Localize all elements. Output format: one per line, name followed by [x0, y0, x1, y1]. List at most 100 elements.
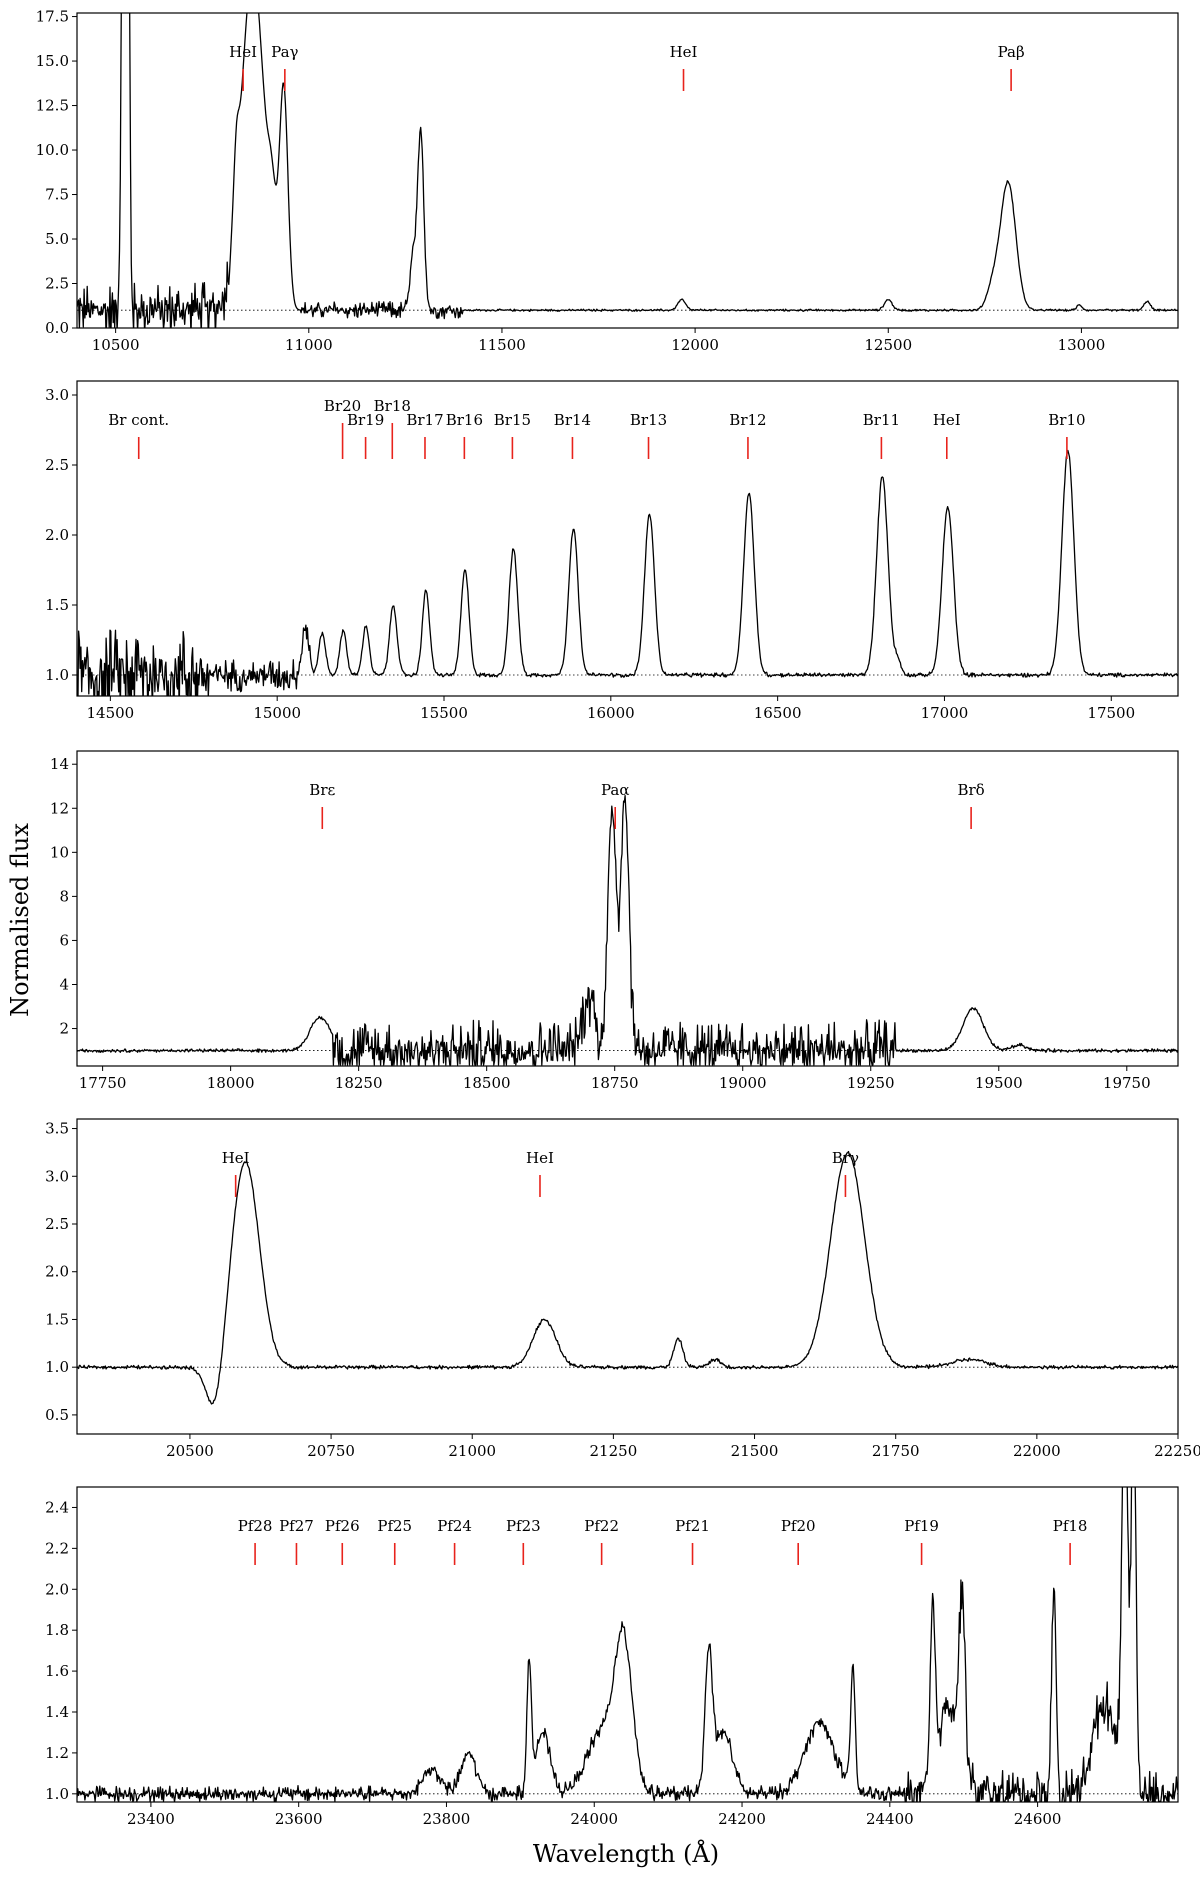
- y-tick-label: 15.0: [36, 52, 69, 70]
- line-label: Pf22: [584, 1517, 619, 1535]
- x-tick-label: 10500: [92, 336, 140, 354]
- y-tick-label: 2.4: [45, 1498, 69, 1516]
- line-label: HeI: [670, 43, 698, 61]
- x-tick-label: 24600: [1014, 1810, 1062, 1828]
- y-tick-label: 1.4: [45, 1703, 69, 1721]
- line-label: HeI: [229, 43, 257, 61]
- plot-frame: [76, 12, 1179, 329]
- line-label: Paβ: [998, 43, 1025, 61]
- line-label: Pf19: [904, 1517, 939, 1535]
- x-tick-label: 18250: [335, 1074, 383, 1092]
- y-tick-label: 5.0: [45, 230, 69, 248]
- x-tick-label: 21250: [590, 1442, 638, 1460]
- line-label: Brγ: [832, 1149, 859, 1167]
- x-tick-label: 14500: [87, 704, 135, 722]
- line-label: Pf21: [675, 1517, 710, 1535]
- x-tick-label: 21500: [731, 1442, 779, 1460]
- line-label: Br15: [494, 411, 531, 429]
- y-tick-label: 3.0: [45, 386, 69, 404]
- line-label: Pf26: [325, 1517, 360, 1535]
- y-tick-label: 1.0: [45, 1785, 69, 1803]
- plot-frame: [76, 1118, 1179, 1435]
- line-label: Br16: [446, 411, 483, 429]
- line-label: Pf18: [1053, 1517, 1088, 1535]
- x-tick-label: 19250: [847, 1074, 895, 1092]
- spectrum-line: [77, 1150, 1178, 1405]
- line-label: Br18: [374, 397, 411, 415]
- line-label: Pf23: [506, 1517, 541, 1535]
- y-tick-label: 6: [59, 931, 69, 949]
- y-tick-label: 1.5: [45, 596, 69, 614]
- y-tick-label: 10.0: [36, 141, 69, 159]
- line-label: Br10: [1048, 411, 1085, 429]
- y-tick-label: 1.8: [45, 1621, 69, 1639]
- spectrum-line: [77, 13, 1178, 328]
- x-tick-label: 17000: [921, 704, 969, 722]
- line-label: Br20: [324, 397, 361, 415]
- panel-3: Brε Paα Brδ 17750 18000 18250 18500 18750 19000 1…: [50, 750, 1179, 1092]
- y-tick-label: 1.2: [45, 1744, 69, 1762]
- y-tick-label: 12.5: [36, 97, 69, 115]
- x-tick-label: 19750: [1103, 1074, 1151, 1092]
- y-axis-label: Normalised flux: [6, 823, 34, 1017]
- x-tick-label: 18500: [463, 1074, 511, 1092]
- line-label: Br19: [347, 411, 384, 429]
- line-label: Br13: [630, 411, 667, 429]
- y-tick-label: 3.5: [45, 1120, 69, 1138]
- x-axis-label: Wavelength (Å): [533, 1839, 719, 1868]
- y-tick-label: 7.5: [45, 186, 69, 204]
- y-tick-label: 8: [59, 887, 69, 905]
- x-tick-label: 15000: [253, 704, 301, 722]
- plot-frame: [76, 380, 1179, 697]
- y-tick-label: 2.2: [45, 1539, 69, 1557]
- x-tick-label: 24000: [570, 1810, 618, 1828]
- x-tick-label: 12500: [864, 336, 912, 354]
- line-label: Pf24: [437, 1517, 472, 1535]
- line-label: Brδ: [957, 781, 984, 799]
- spectrum-line: [77, 794, 1178, 1066]
- y-tick-label: 1.6: [45, 1662, 69, 1680]
- x-tick-label: 16000: [587, 704, 635, 722]
- line-label: Pf27: [279, 1517, 314, 1535]
- plot-frame: [76, 1486, 1179, 1803]
- x-tick-label: 21000: [448, 1442, 496, 1460]
- y-tick-label: 14: [50, 755, 69, 773]
- line-label: Br14: [554, 411, 591, 429]
- y-tick-label: 2.5: [45, 1215, 69, 1233]
- line-label: Br cont.: [108, 411, 169, 429]
- x-tick-label: 24400: [866, 1810, 914, 1828]
- line-label: Paγ: [271, 43, 298, 61]
- line-label: Br11: [863, 411, 900, 429]
- line-label: Pf28: [238, 1517, 273, 1535]
- plot-frame: [76, 750, 1179, 1067]
- spectrum-line: [77, 1487, 1178, 1802]
- line-label: Pf25: [377, 1517, 412, 1535]
- x-tick-label: 20500: [166, 1442, 214, 1460]
- x-tick-label: 19500: [975, 1074, 1023, 1092]
- y-tick-label: 2.5: [45, 456, 69, 474]
- panels: HeI Paγ HeI Paβ 10500 11000 11500 12000 12500 130…: [36, 8, 1200, 1828]
- y-tick-label: 1.0: [45, 666, 69, 684]
- x-tick-label: 17500: [1087, 704, 1135, 722]
- line-label: Brε: [309, 781, 335, 799]
- x-tick-label: 16500: [754, 704, 802, 722]
- x-tick-label: 11000: [285, 336, 333, 354]
- y-tick-label: 1.0: [45, 1358, 69, 1376]
- x-tick-label: 24200: [718, 1810, 766, 1828]
- panel-1: HeI Paγ HeI Paβ 10500 11000 11500 12000 12500 130…: [36, 8, 1179, 354]
- line-label: HeI: [526, 1149, 554, 1167]
- x-tick-label: 20750: [307, 1442, 355, 1460]
- y-tick-label: 1.5: [45, 1310, 69, 1328]
- x-tick-label: 23800: [423, 1810, 471, 1828]
- x-tick-label: 19000: [719, 1074, 767, 1092]
- line-label: Br17: [406, 411, 443, 429]
- x-tick-label: 22000: [1013, 1442, 1061, 1460]
- x-tick-label: 15500: [420, 704, 468, 722]
- x-tick-label: 22250: [1154, 1442, 1200, 1460]
- y-tick-label: 12: [50, 799, 69, 817]
- line-label: Br12: [729, 411, 766, 429]
- x-tick-label: 21750: [872, 1442, 920, 1460]
- x-tick-label: 18000: [207, 1074, 255, 1092]
